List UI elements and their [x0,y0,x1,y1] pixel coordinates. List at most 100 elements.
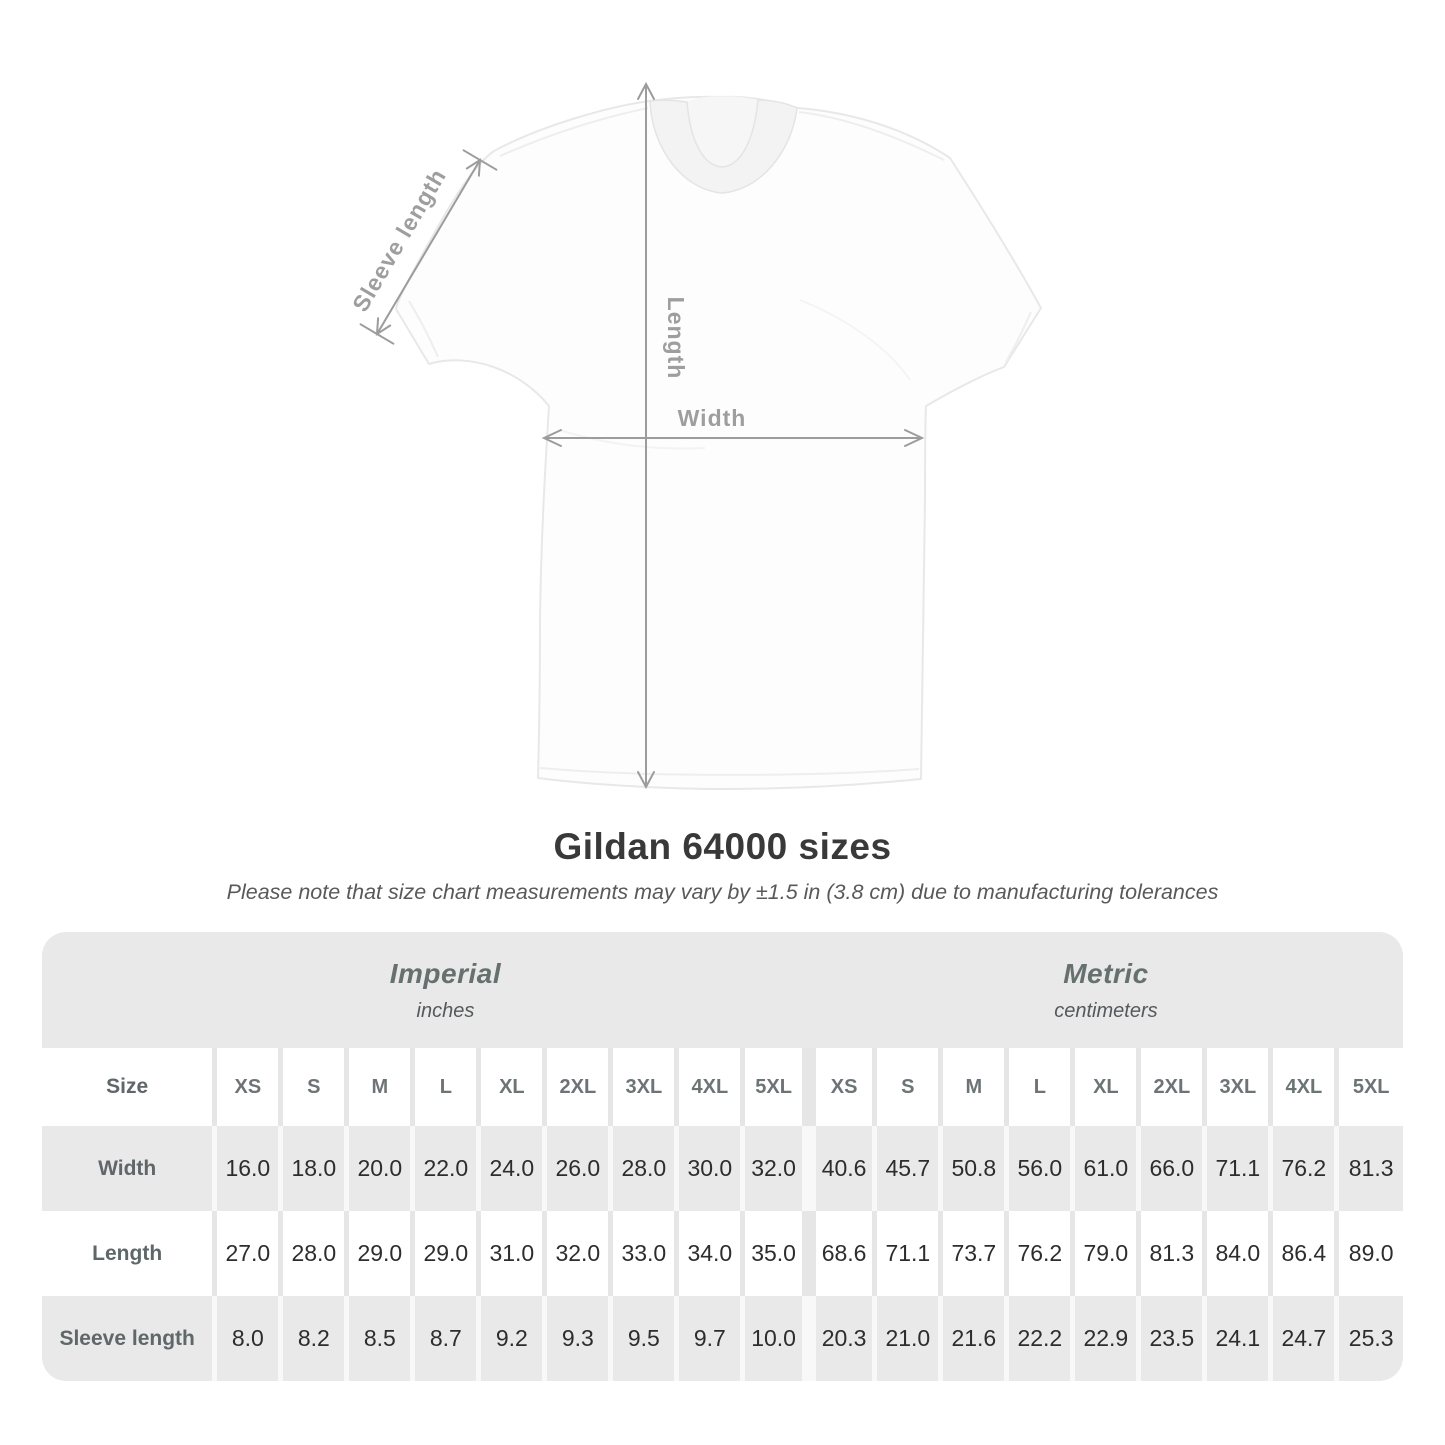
value-cell: 8.7 [410,1296,479,1381]
value-cell: 22.2 [1004,1296,1073,1381]
metric-group-header: Metric centimeters [808,932,1403,1048]
value-cell: 10.0 [740,1296,809,1381]
value-cell: 76.2 [1004,1211,1073,1296]
value-cell: 20.3 [801,1296,875,1381]
value-cell: 76.2 [1268,1126,1337,1211]
tshirt-body [395,95,1042,790]
value-cell: 24.7 [1268,1296,1337,1381]
value-cell: 28.0 [278,1211,347,1296]
tshirt-illustration: Sleeve length Length Width [347,81,1042,790]
size-col-header: 5XL [740,1048,809,1126]
imperial-group-header: Imperial inches [42,932,809,1048]
value-cell: 21.6 [938,1296,1007,1381]
measurement-arrows [359,81,925,790]
size-col-header: 4XL [1268,1048,1337,1126]
value-cell: 45.7 [872,1126,941,1211]
value-cell: 61.0 [1070,1126,1139,1211]
size-chart-table: Imperial inches Metric centimeters Size … [42,932,1403,1381]
size-col-header: S [872,1048,941,1126]
value-cell: 8.5 [344,1296,413,1381]
value-cell: 68.6 [801,1211,875,1296]
size-col-header: XS [801,1048,875,1126]
value-cell: 40.6 [801,1126,875,1211]
value-cell: 20.0 [344,1126,413,1211]
value-cell: 16.0 [212,1126,281,1211]
size-col-header: M [344,1048,413,1126]
value-cell: 66.0 [1136,1126,1205,1211]
size-col-header: XS [212,1048,281,1126]
value-cell: 18.0 [278,1126,347,1211]
size-chart-table-container: Imperial inches Metric centimeters Size … [42,932,1403,1381]
table-row-width: Width 16.0 18.0 20.0 22.0 24.0 26.0 28.0… [42,1126,1403,1211]
page-title: Gildan 64000 sizes [553,826,892,867]
tolerance-note: Please note that size chart measurements… [226,880,1219,904]
width-arrow [541,429,925,447]
units-header-row: Imperial inches Metric centimeters [42,932,1403,1048]
size-col-header: 2XL [542,1048,611,1126]
tshirt-collar [649,99,798,194]
tshirt-collar-opening [687,96,758,167]
sleeve-length-arrow [359,149,498,345]
size-col-header: XL [476,1048,545,1126]
size-header-row: Size XS S M L XL 2XL 3XL 4XL 5XL XS S M … [42,1048,1403,1126]
value-cell: 79.0 [1070,1211,1139,1296]
row-label: Width [42,1126,215,1211]
value-cell: 33.0 [608,1211,677,1296]
value-cell: 29.0 [344,1211,413,1296]
value-cell: 89.0 [1334,1211,1403,1296]
size-col-header: 5XL [1334,1048,1403,1126]
value-cell: 23.5 [1136,1296,1205,1381]
value-cell: 32.0 [740,1126,809,1211]
size-col-header: XL [1070,1048,1139,1126]
row-header: Size [42,1048,215,1126]
size-col-header: 2XL [1136,1048,1205,1126]
metric-group-label: Metric [1063,957,1149,989]
size-col-header: L [1004,1048,1073,1126]
tshirt-measurement-diagram: Sleeve length Length Width [347,81,1042,790]
value-cell: 26.0 [542,1126,611,1211]
length-arrow-label: Length [663,297,689,380]
value-cell: 9.5 [608,1296,677,1381]
value-cell: 25.3 [1334,1296,1403,1381]
row-label: Sleeve length [42,1296,215,1381]
value-cell: 8.2 [278,1296,347,1381]
metric-group-unit: centimeters [1054,999,1158,1022]
value-cell: 31.0 [476,1211,545,1296]
value-cell: 9.3 [542,1296,611,1381]
value-cell: 22.0 [410,1126,479,1211]
value-cell: 9.2 [476,1296,545,1381]
value-cell: 73.7 [938,1211,1007,1296]
value-cell: 71.1 [872,1211,941,1296]
value-cell: 24.0 [476,1126,545,1211]
table-row-length: Length 27.0 28.0 29.0 29.0 31.0 32.0 33.… [42,1211,1403,1296]
value-cell: 81.3 [1334,1126,1403,1211]
width-arrow-label: Width [678,405,747,431]
size-col-header: L [410,1048,479,1126]
value-cell: 21.0 [872,1296,941,1381]
value-cell: 27.0 [212,1211,281,1296]
size-col-header: S [278,1048,347,1126]
value-cell: 84.0 [1202,1211,1271,1296]
value-cell: 81.3 [1136,1211,1205,1296]
value-cell: 35.0 [740,1211,809,1296]
value-cell: 28.0 [608,1126,677,1211]
value-cell: 34.0 [674,1211,743,1296]
value-cell: 50.8 [938,1126,1007,1211]
size-col-header: 3XL [1202,1048,1271,1126]
size-col-header: 4XL [674,1048,743,1126]
value-cell: 24.1 [1202,1296,1271,1381]
value-cell: 56.0 [1004,1126,1073,1211]
imperial-group-unit: inches [416,999,475,1022]
value-cell: 30.0 [674,1126,743,1211]
value-cell: 32.0 [542,1211,611,1296]
value-cell: 29.0 [410,1211,479,1296]
value-cell: 71.1 [1202,1126,1271,1211]
size-col-header: 3XL [608,1048,677,1126]
table-row-sleeve-length: Sleeve length 8.0 8.2 8.5 8.7 9.2 9.3 9.… [42,1296,1403,1381]
imperial-group-label: Imperial [389,957,502,989]
value-cell: 8.0 [212,1296,281,1381]
tshirt-seams [408,107,1032,776]
value-cell: 22.9 [1070,1296,1139,1381]
length-arrow [637,81,655,790]
size-col-header: M [938,1048,1007,1126]
